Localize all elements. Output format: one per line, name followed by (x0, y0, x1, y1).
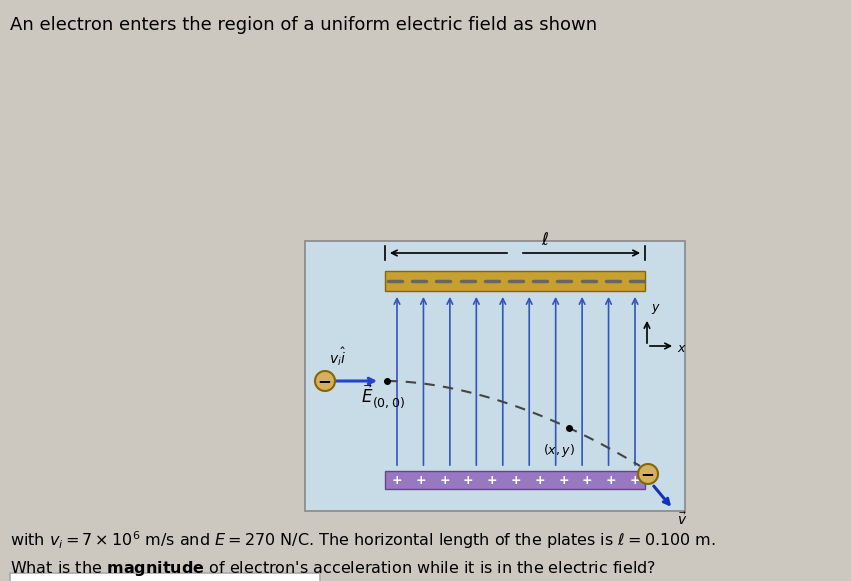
Text: +: + (463, 474, 474, 486)
Text: $v_i\hat{i}$: $v_i\hat{i}$ (329, 345, 346, 368)
Text: +: + (534, 474, 545, 486)
Bar (10, 573, 320, 581)
Text: $x$: $x$ (677, 342, 687, 354)
Text: +: + (630, 474, 640, 486)
Text: +: + (415, 474, 426, 486)
Text: An electron enters the region of a uniform electric field as shown: An electron enters the region of a unifo… (10, 16, 597, 34)
Text: −: − (640, 465, 654, 483)
Text: with $v_i = 7 \times 10^6$ m/s and $E = 270$ N/C. The horizontal length of the p: with $v_i = 7 \times 10^6$ m/s and $E = … (10, 529, 716, 551)
Text: +: + (558, 474, 569, 486)
Text: +: + (511, 474, 522, 486)
Bar (385, 471, 645, 489)
Text: $(x, y)$: $(x, y)$ (543, 442, 575, 459)
Text: $\vec{v}$: $\vec{v}$ (677, 511, 688, 528)
Circle shape (638, 464, 658, 484)
Text: $(0, 0)$: $(0, 0)$ (373, 395, 406, 410)
Text: +: + (606, 474, 616, 486)
Circle shape (315, 371, 335, 391)
Text: $y$: $y$ (651, 302, 661, 316)
Text: What is the $\mathbf{magnitude}$ of electron's acceleration while it is in the e: What is the $\mathbf{magnitude}$ of elec… (10, 559, 656, 578)
Text: +: + (487, 474, 498, 486)
Bar (305, 241, 685, 511)
Text: +: + (582, 474, 592, 486)
Text: $\ell$: $\ell$ (541, 231, 549, 249)
Text: −: − (317, 372, 331, 390)
Bar (385, 271, 645, 291)
Text: +: + (391, 474, 403, 486)
Text: +: + (439, 474, 450, 486)
Text: $\vec{E}$: $\vec{E}$ (361, 385, 374, 407)
